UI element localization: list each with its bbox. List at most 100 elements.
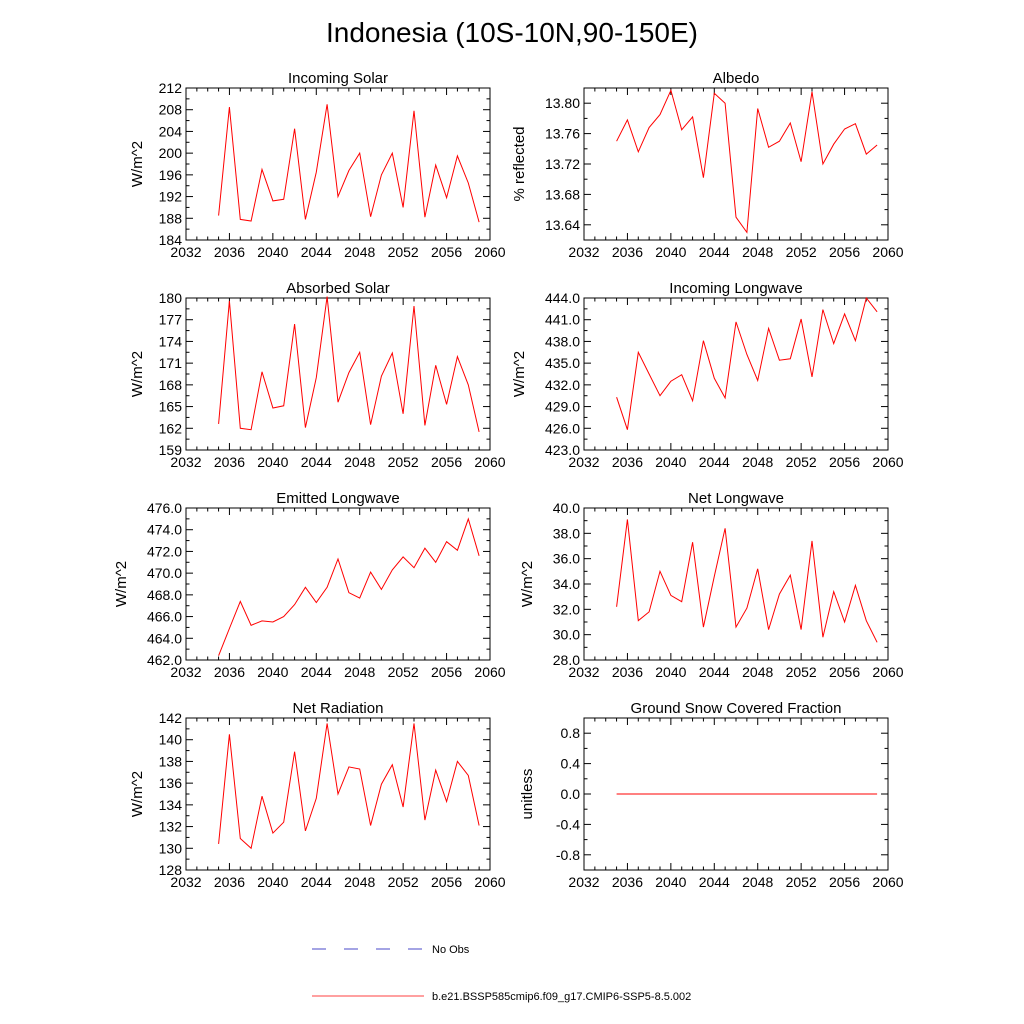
x-tick-label: 2052	[786, 874, 817, 890]
y-tick-label: 466.0	[147, 609, 182, 625]
x-tick-label: 2040	[257, 874, 288, 890]
x-tick-label: 2040	[257, 244, 288, 260]
series-line-0	[616, 88, 878, 234]
panel-title: Incoming Solar	[288, 70, 388, 87]
y-tick-label: 462.0	[147, 652, 182, 668]
x-tick-label: 2056	[431, 244, 462, 260]
y-tick-label: 426.0	[545, 420, 580, 436]
y-tick-label: 184	[159, 232, 183, 248]
x-tick-label: 2036	[214, 874, 245, 890]
chart-panel-2: Absorbed Solar 2032 2036 2040 2044 2048 2052 20…	[129, 280, 506, 470]
y-tick-label: 474.0	[147, 522, 182, 538]
x-tick-label: 2060	[872, 454, 903, 470]
y-tick-label: 130	[159, 840, 183, 856]
x-tick-label: 2040	[655, 244, 686, 260]
y-tick-label: 134	[159, 797, 183, 813]
y-tick-label: 0.4	[561, 756, 581, 772]
x-tick-label: 2048	[344, 454, 375, 470]
panel-title: Net Radiation	[293, 700, 384, 717]
x-tick-label: 2060	[872, 244, 903, 260]
x-tick-label: 2048	[344, 244, 375, 260]
x-tick-label: 2044	[699, 454, 730, 470]
x-tick-label: 2052	[388, 664, 419, 680]
y-axis-label: W/m^2	[129, 351, 146, 397]
plot-frame	[185, 87, 491, 241]
x-tick-label: 2032	[170, 454, 201, 470]
x-tick-label: 2036	[214, 454, 245, 470]
x-tick-label: 2060	[474, 244, 505, 260]
x-tick-label: 2056	[431, 454, 462, 470]
x-tick-label: 2048	[742, 664, 773, 680]
x-tick-label: 2040	[655, 874, 686, 890]
panel-title: Incoming Longwave	[669, 280, 802, 297]
y-tick-label: 188	[159, 210, 183, 226]
y-tick-label: -0.4	[556, 816, 580, 832]
y-tick-label: 0.8	[561, 725, 581, 741]
y-tick-label: 159	[159, 442, 183, 458]
y-axis-label: W/m^2	[113, 561, 130, 607]
x-tick-label: 2040	[257, 454, 288, 470]
panel-title: Absorbed Solar	[286, 280, 389, 297]
x-tick-label: 2044	[301, 664, 332, 680]
x-tick-label: 2044	[301, 454, 332, 470]
x-tick-label: 2052	[388, 454, 419, 470]
x-tick-label: 2048	[742, 244, 773, 260]
y-tick-label: 13.68	[545, 186, 580, 202]
y-tick-label: 468.0	[147, 587, 182, 603]
x-tick-label: 2036	[214, 664, 245, 680]
y-tick-label: 142	[159, 710, 183, 726]
y-tick-label: 472.0	[147, 543, 182, 559]
x-tick-label: 2056	[829, 454, 860, 470]
figure-title: Indonesia (10S-10N,90-150E)	[326, 17, 698, 48]
legend-label-model-run: b.e21.BSSP585cmip6.f09_g17.CMIP6-SSP5-8.…	[432, 991, 691, 1003]
y-tick-label: 162	[159, 420, 183, 436]
y-tick-label: 180	[159, 290, 183, 306]
x-tick-label: 2032	[170, 874, 201, 890]
plot-frame	[583, 507, 889, 661]
panel-title: Emitted Longwave	[276, 490, 399, 507]
chart-panel-3: Incoming Longwave 2032 2036 2040 2044 2048 205…	[511, 280, 904, 470]
x-tick-label: 2036	[612, 454, 643, 470]
y-tick-label: 0.0	[561, 786, 581, 802]
y-axis-label: W/m^2	[129, 771, 146, 817]
y-tick-label: 429.0	[545, 399, 580, 415]
x-tick-label: 2036	[214, 244, 245, 260]
y-tick-label: 441.0	[545, 312, 580, 328]
x-tick-label: 2052	[388, 244, 419, 260]
x-tick-label: 2036	[612, 244, 643, 260]
x-tick-label: 2052	[786, 244, 817, 260]
panel-title: Ground Snow Covered Fraction	[631, 700, 842, 717]
y-axis-label: W/m^2	[511, 351, 528, 397]
y-tick-label: 470.0	[147, 565, 182, 581]
x-tick-label: 2032	[568, 664, 599, 680]
y-tick-label: 13.64	[545, 217, 580, 233]
y-tick-label: 464.0	[147, 630, 182, 646]
chart-panel-6: Net Radiation 2032 2036 2040 2044 2048 2052 205…	[129, 700, 506, 890]
x-tick-label: 2048	[344, 664, 375, 680]
y-tick-label: 177	[159, 312, 183, 328]
chart-panel-5: Net Longwave 2032 2036 2040 2044 2048 2052 2056…	[519, 490, 904, 680]
x-tick-label: 2044	[301, 874, 332, 890]
y-axis-label: unitless	[519, 769, 536, 820]
chart-panels: Incoming Solar 2032 2036 2040 2044 2048 2052 20…	[113, 70, 904, 890]
y-tick-label: 200	[159, 145, 183, 161]
x-tick-label: 2040	[257, 664, 288, 680]
y-tick-label: 435.0	[545, 355, 580, 371]
chart-panel-4: Emitted Longwave 2032 2036 2040 2044 2048 2052…	[113, 490, 506, 680]
x-tick-label: 2036	[612, 664, 643, 680]
series-line-0	[218, 296, 480, 433]
y-tick-label: 423.0	[545, 442, 580, 458]
y-tick-label: 132	[159, 819, 183, 835]
x-tick-label: 2040	[655, 664, 686, 680]
y-tick-label: 38.0	[553, 525, 580, 541]
x-tick-label: 2060	[872, 664, 903, 680]
y-tick-label: 432.0	[545, 377, 580, 393]
x-tick-label: 2056	[431, 874, 462, 890]
y-tick-label: 136	[159, 775, 183, 791]
chart-panel-0: Incoming Solar 2032 2036 2040 2044 2048 2052 20…	[129, 70, 506, 260]
y-tick-label: 40.0	[553, 500, 580, 516]
x-tick-label: 2044	[699, 244, 730, 260]
x-tick-label: 2060	[474, 874, 505, 890]
y-tick-label: 28.0	[553, 652, 580, 668]
